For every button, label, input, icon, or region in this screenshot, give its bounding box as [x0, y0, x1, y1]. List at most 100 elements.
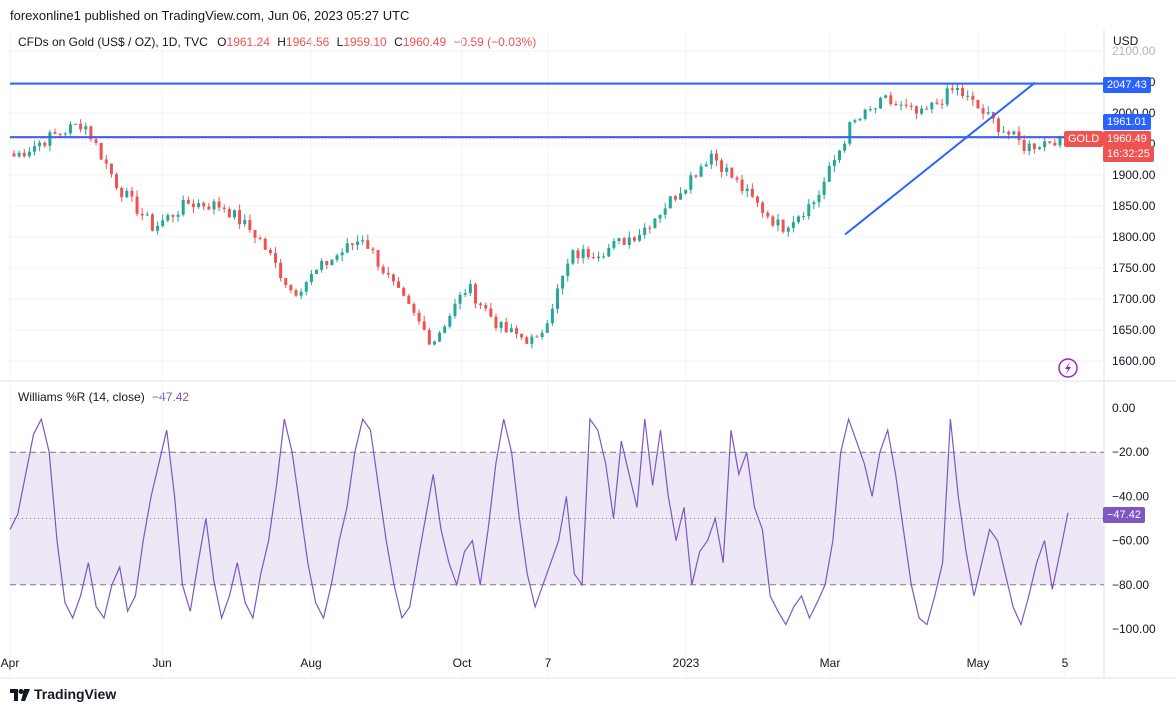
candle-body — [586, 249, 590, 258]
candle — [109, 163, 113, 178]
candle — [550, 303, 554, 327]
candle — [889, 91, 893, 107]
candle-body — [109, 163, 113, 175]
candle — [315, 269, 319, 274]
candle — [632, 235, 636, 243]
candle-body — [135, 196, 139, 214]
candle-body — [104, 159, 108, 164]
candle — [191, 199, 195, 213]
candle-body — [422, 321, 426, 330]
candle-body — [381, 266, 385, 273]
resistance-price-tag: 2047.43 — [1103, 77, 1151, 93]
candle — [115, 172, 119, 191]
candle — [325, 261, 329, 269]
candle — [156, 221, 160, 235]
candle — [499, 320, 503, 333]
candle — [714, 149, 718, 167]
candle-body — [125, 190, 129, 198]
candle — [668, 196, 672, 209]
candle-body — [1032, 143, 1036, 150]
price-axis-unit: USD — [1113, 34, 1139, 48]
candle — [1002, 125, 1006, 133]
candle-body — [150, 214, 154, 231]
candle-body — [274, 253, 277, 263]
candle-body — [197, 203, 201, 208]
candle — [586, 246, 590, 260]
candle — [909, 102, 913, 111]
candle-body — [658, 214, 662, 219]
candle — [207, 203, 211, 211]
candle — [458, 291, 462, 310]
candle-body — [755, 196, 759, 203]
candle-body — [899, 104, 903, 106]
candle — [945, 82, 949, 107]
candle — [961, 83, 965, 99]
time-tick-label: Oct — [453, 656, 472, 670]
candle — [822, 177, 826, 200]
candle-body — [514, 328, 518, 334]
candle-body — [79, 123, 83, 130]
candle — [1053, 139, 1057, 147]
candle — [750, 183, 754, 199]
candle — [858, 117, 862, 122]
candle-body — [740, 179, 744, 192]
candle — [89, 125, 93, 142]
candle — [509, 323, 513, 333]
candle — [53, 128, 57, 135]
candle — [402, 286, 406, 297]
candle-body — [530, 336, 534, 344]
candle-body — [120, 187, 124, 198]
candle-body — [822, 181, 826, 195]
candle-body — [791, 222, 795, 228]
candle-body — [1048, 141, 1052, 143]
candle — [520, 333, 524, 340]
candle-body — [940, 103, 944, 105]
candle-body — [335, 255, 339, 260]
candle-body — [99, 142, 103, 160]
candle-body — [694, 175, 698, 177]
candle-body — [556, 288, 560, 309]
candle — [1048, 141, 1052, 145]
candle — [535, 334, 539, 338]
candle-body — [571, 250, 575, 264]
candle — [602, 252, 606, 259]
candle-body — [1002, 131, 1006, 133]
candle-body — [22, 152, 26, 157]
wr-band — [10, 452, 1104, 585]
candle-body — [745, 188, 749, 192]
wr-value-tag: −47.42 — [1103, 507, 1145, 523]
candle-body — [709, 153, 713, 165]
candle — [417, 309, 421, 325]
candle-body — [622, 238, 626, 245]
wr-tick-label: −40.00 — [1112, 489, 1149, 503]
candle-body — [376, 250, 380, 267]
tradingview-brand[interactable]: TradingView — [10, 686, 116, 702]
candle-body — [371, 248, 375, 251]
candle-body — [340, 252, 344, 256]
candle — [807, 199, 811, 220]
candle-body — [889, 95, 893, 105]
candle — [802, 211, 806, 220]
candle-body — [484, 305, 488, 309]
candle — [720, 158, 724, 178]
candle — [1037, 146, 1041, 150]
candle — [294, 288, 298, 298]
candle-body — [540, 332, 544, 337]
candle-body — [494, 316, 498, 328]
candle-body — [304, 282, 308, 292]
time-tick-label: Jun — [152, 656, 171, 670]
candle-body — [53, 132, 57, 134]
candle — [258, 235, 262, 241]
candle-body — [966, 95, 970, 97]
candle — [617, 237, 621, 245]
candle — [304, 280, 308, 296]
candle — [227, 206, 231, 218]
trendline — [844, 81, 1036, 236]
wr-line — [9, 416, 1069, 627]
close-value: 1960.49 — [402, 35, 447, 49]
candle-body — [643, 227, 647, 235]
flash-icon[interactable] — [1058, 358, 1078, 378]
candle-body — [879, 97, 883, 109]
candle-body — [1007, 131, 1011, 135]
